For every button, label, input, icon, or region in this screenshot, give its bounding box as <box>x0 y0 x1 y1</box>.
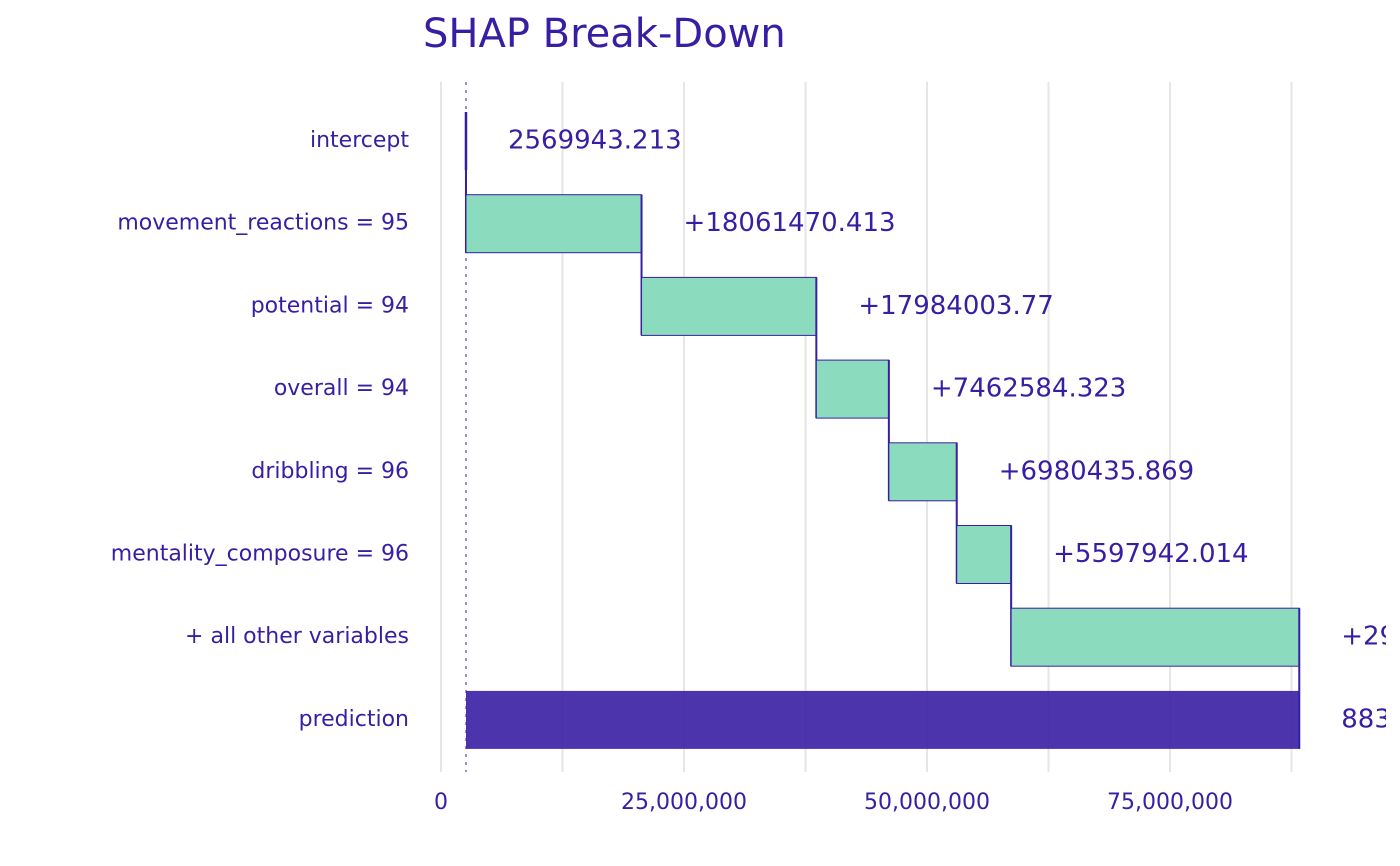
x-tick-label: 50,000,000 <box>864 790 990 815</box>
y-tick-label: dribbling = 96 <box>251 459 409 484</box>
bar <box>1010 607 1300 667</box>
bar <box>888 442 958 502</box>
bar <box>465 690 1300 749</box>
bar <box>641 276 817 336</box>
value-label: +17984003.77 <box>858 291 1053 321</box>
y-tick-label: mentality_composure = 96 <box>111 542 409 567</box>
value-label: +5597942.014 <box>1053 539 1248 569</box>
x-tick-label: 75,000,000 <box>1107 790 1233 815</box>
bar <box>815 359 890 419</box>
chart-title: SHAP Break-Down <box>423 11 786 57</box>
bar <box>956 525 1012 584</box>
value-label: +18061470.413 <box>684 208 896 238</box>
value-label: 88300000 <box>1341 704 1400 734</box>
bar <box>465 194 643 254</box>
value-label: +7462584.323 <box>931 374 1126 404</box>
x-tick-label: 25,000,000 <box>621 790 747 815</box>
y-tick-label: movement_reactions = 95 <box>117 211 409 236</box>
value-label: 2569943.213 <box>508 126 682 156</box>
y-tick-label: overall = 94 <box>274 376 409 401</box>
value-label: +6980435.869 <box>999 456 1194 486</box>
x-tick-label: 0 <box>434 790 448 815</box>
y-tick-label: intercept <box>310 128 409 153</box>
y-tick-label: prediction <box>299 707 409 732</box>
y-tick-label: + all other variables <box>185 624 409 649</box>
value-label: +29643620.398 <box>1341 622 1400 652</box>
y-tick-label: potential = 94 <box>251 293 409 318</box>
plot: 0 25,000,000 50,000,000 75,000,000 intercept… <box>111 82 1400 815</box>
